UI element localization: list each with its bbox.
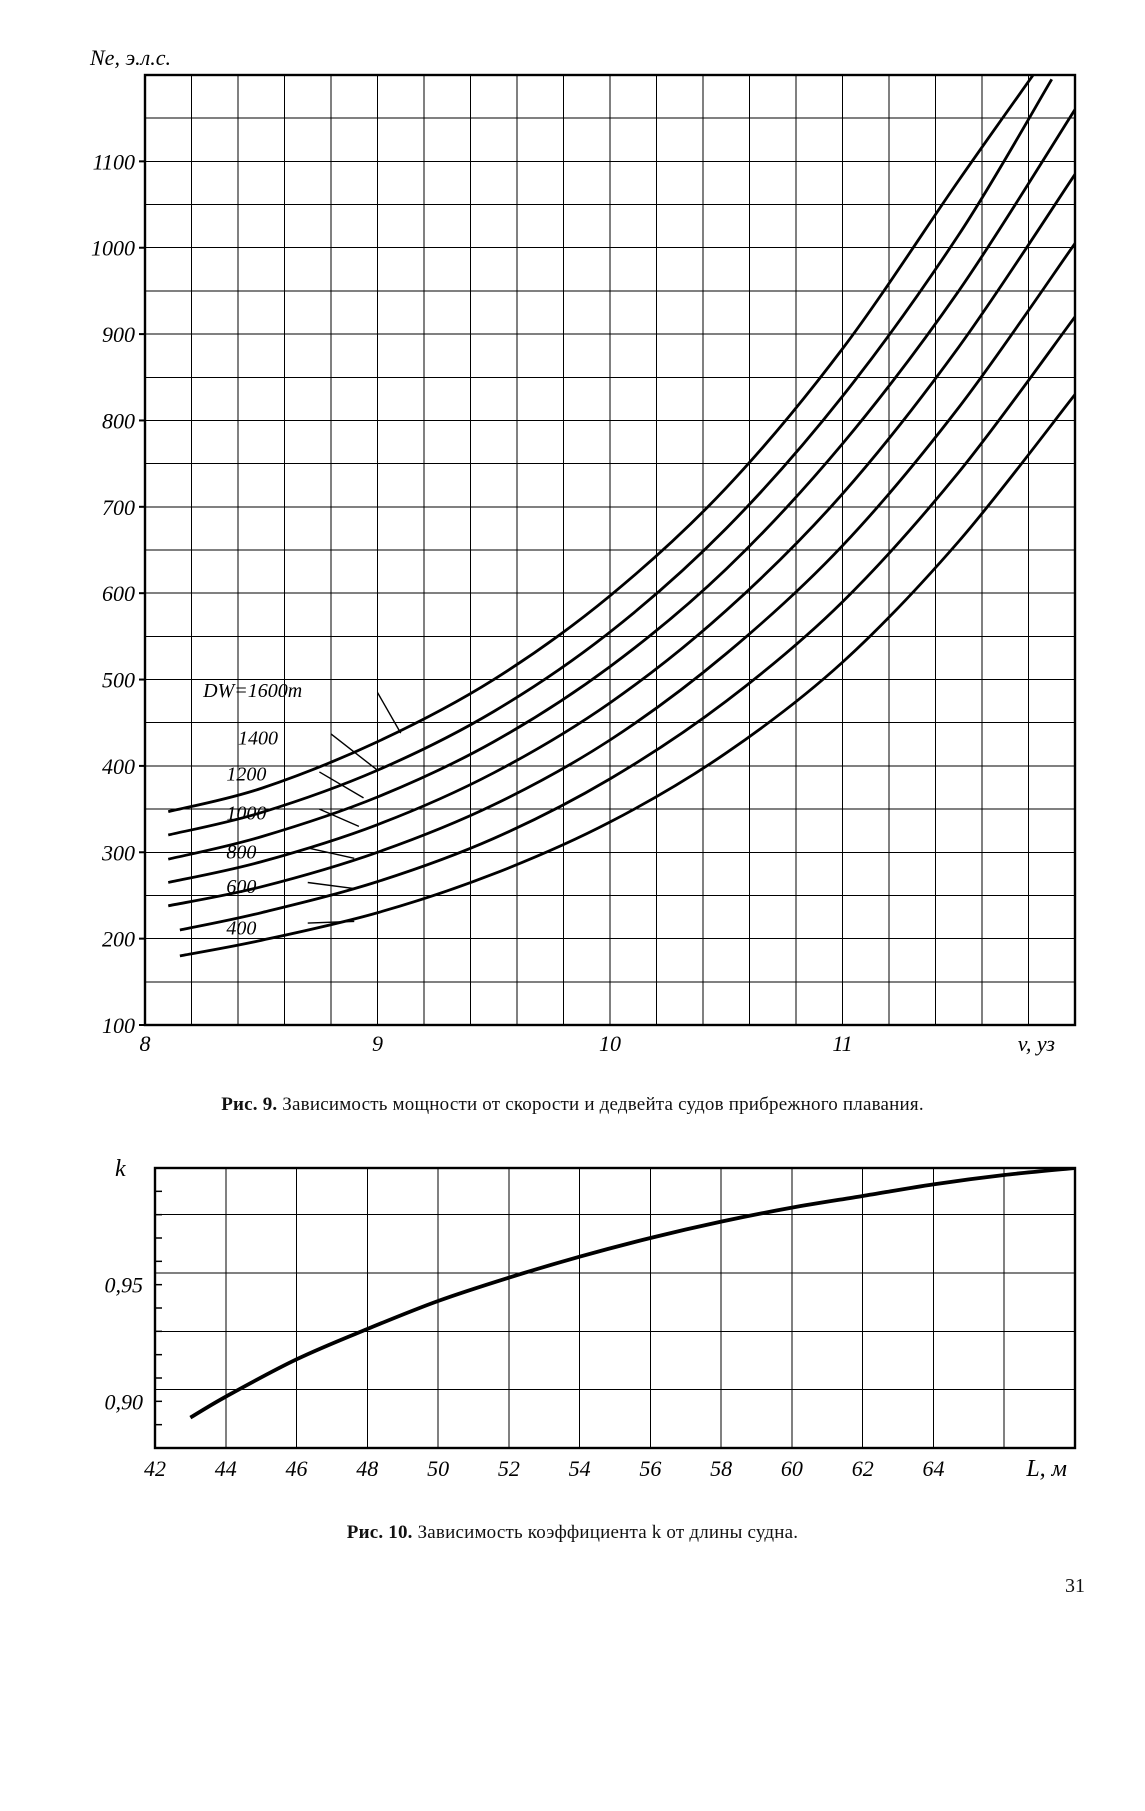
figure-9-caption-text: Зависимость мощности от скорости и дедве… (282, 1094, 923, 1115)
figure-10: k 0,90 0,95 42 44 46 48 50 52 54 56 58 60 62 64 L, м Ри… (50, 1148, 1095, 1546)
svg-text:900: 900 (102, 322, 135, 347)
svg-text:700: 700 (102, 495, 135, 520)
svg-text:L, м: L, м (1025, 1456, 1067, 1482)
svg-text:46: 46 (286, 1456, 308, 1481)
chart-k-vs-length: k 0,90 0,95 42 44 46 48 50 52 54 56 58 60 62 64 L, м (50, 1148, 1095, 1508)
svg-text:1000: 1000 (226, 802, 266, 824)
svg-text:0,90: 0,90 (105, 1389, 144, 1414)
figure-10-number: Рис. 10. (347, 1522, 413, 1543)
svg-text:100: 100 (102, 1013, 135, 1038)
svg-text:8: 8 (140, 1031, 151, 1056)
svg-text:1400: 1400 (238, 727, 278, 749)
figure-9-caption: Рис. 9. Зависимость мощности от скорости… (50, 1092, 1095, 1118)
svg-text:300: 300 (101, 840, 135, 865)
svg-text:600: 600 (226, 876, 256, 898)
svg-text:Nе, э.л.с.: Nе, э.л.с. (89, 45, 171, 70)
svg-text:62: 62 (852, 1456, 874, 1481)
svg-text:9: 9 (372, 1031, 383, 1056)
svg-text:50: 50 (427, 1456, 449, 1481)
svg-text:11: 11 (832, 1031, 852, 1056)
svg-text:52: 52 (498, 1456, 520, 1481)
svg-text:DW=1600т: DW=1600т (202, 680, 302, 702)
figure-9-number: Рис. 9. (221, 1094, 277, 1115)
page-number: 31 (50, 1575, 1095, 1598)
svg-text:1100: 1100 (93, 149, 135, 174)
svg-text:1000: 1000 (91, 236, 135, 261)
svg-text:k: k (115, 1156, 126, 1182)
svg-text:400: 400 (226, 917, 256, 939)
svg-text:500: 500 (102, 668, 135, 693)
svg-text:600: 600 (102, 581, 135, 606)
figure-10-caption-text: Зависимость коэффициента k от длины судн… (418, 1522, 799, 1543)
svg-text:48: 48 (356, 1456, 378, 1481)
svg-text:1200: 1200 (226, 764, 266, 786)
svg-text:60: 60 (781, 1456, 803, 1481)
svg-text:200: 200 (102, 927, 135, 952)
svg-text:10: 10 (599, 1031, 621, 1056)
svg-text:400: 400 (102, 754, 135, 779)
svg-text:56: 56 (639, 1456, 661, 1481)
svg-text:42: 42 (144, 1456, 166, 1481)
svg-text:v, уз: v, уз (1018, 1031, 1055, 1056)
svg-text:58: 58 (710, 1456, 732, 1481)
chart-power-vs-speed: Nе, э.л.с. 100 200 300 400 500 600 700 800 900 100… (50, 40, 1095, 1080)
svg-text:800: 800 (102, 408, 135, 433)
svg-text:800: 800 (226, 841, 256, 863)
svg-text:0,95: 0,95 (105, 1272, 144, 1297)
svg-text:54: 54 (569, 1456, 591, 1481)
figure-9: Nе, э.л.с. 100 200 300 400 500 600 700 800 900 100… (50, 40, 1095, 1118)
svg-text:64: 64 (922, 1456, 944, 1481)
svg-text:44: 44 (215, 1456, 237, 1481)
figure-10-caption: Рис. 10. Зависимость коэффициента k от д… (50, 1520, 1095, 1546)
